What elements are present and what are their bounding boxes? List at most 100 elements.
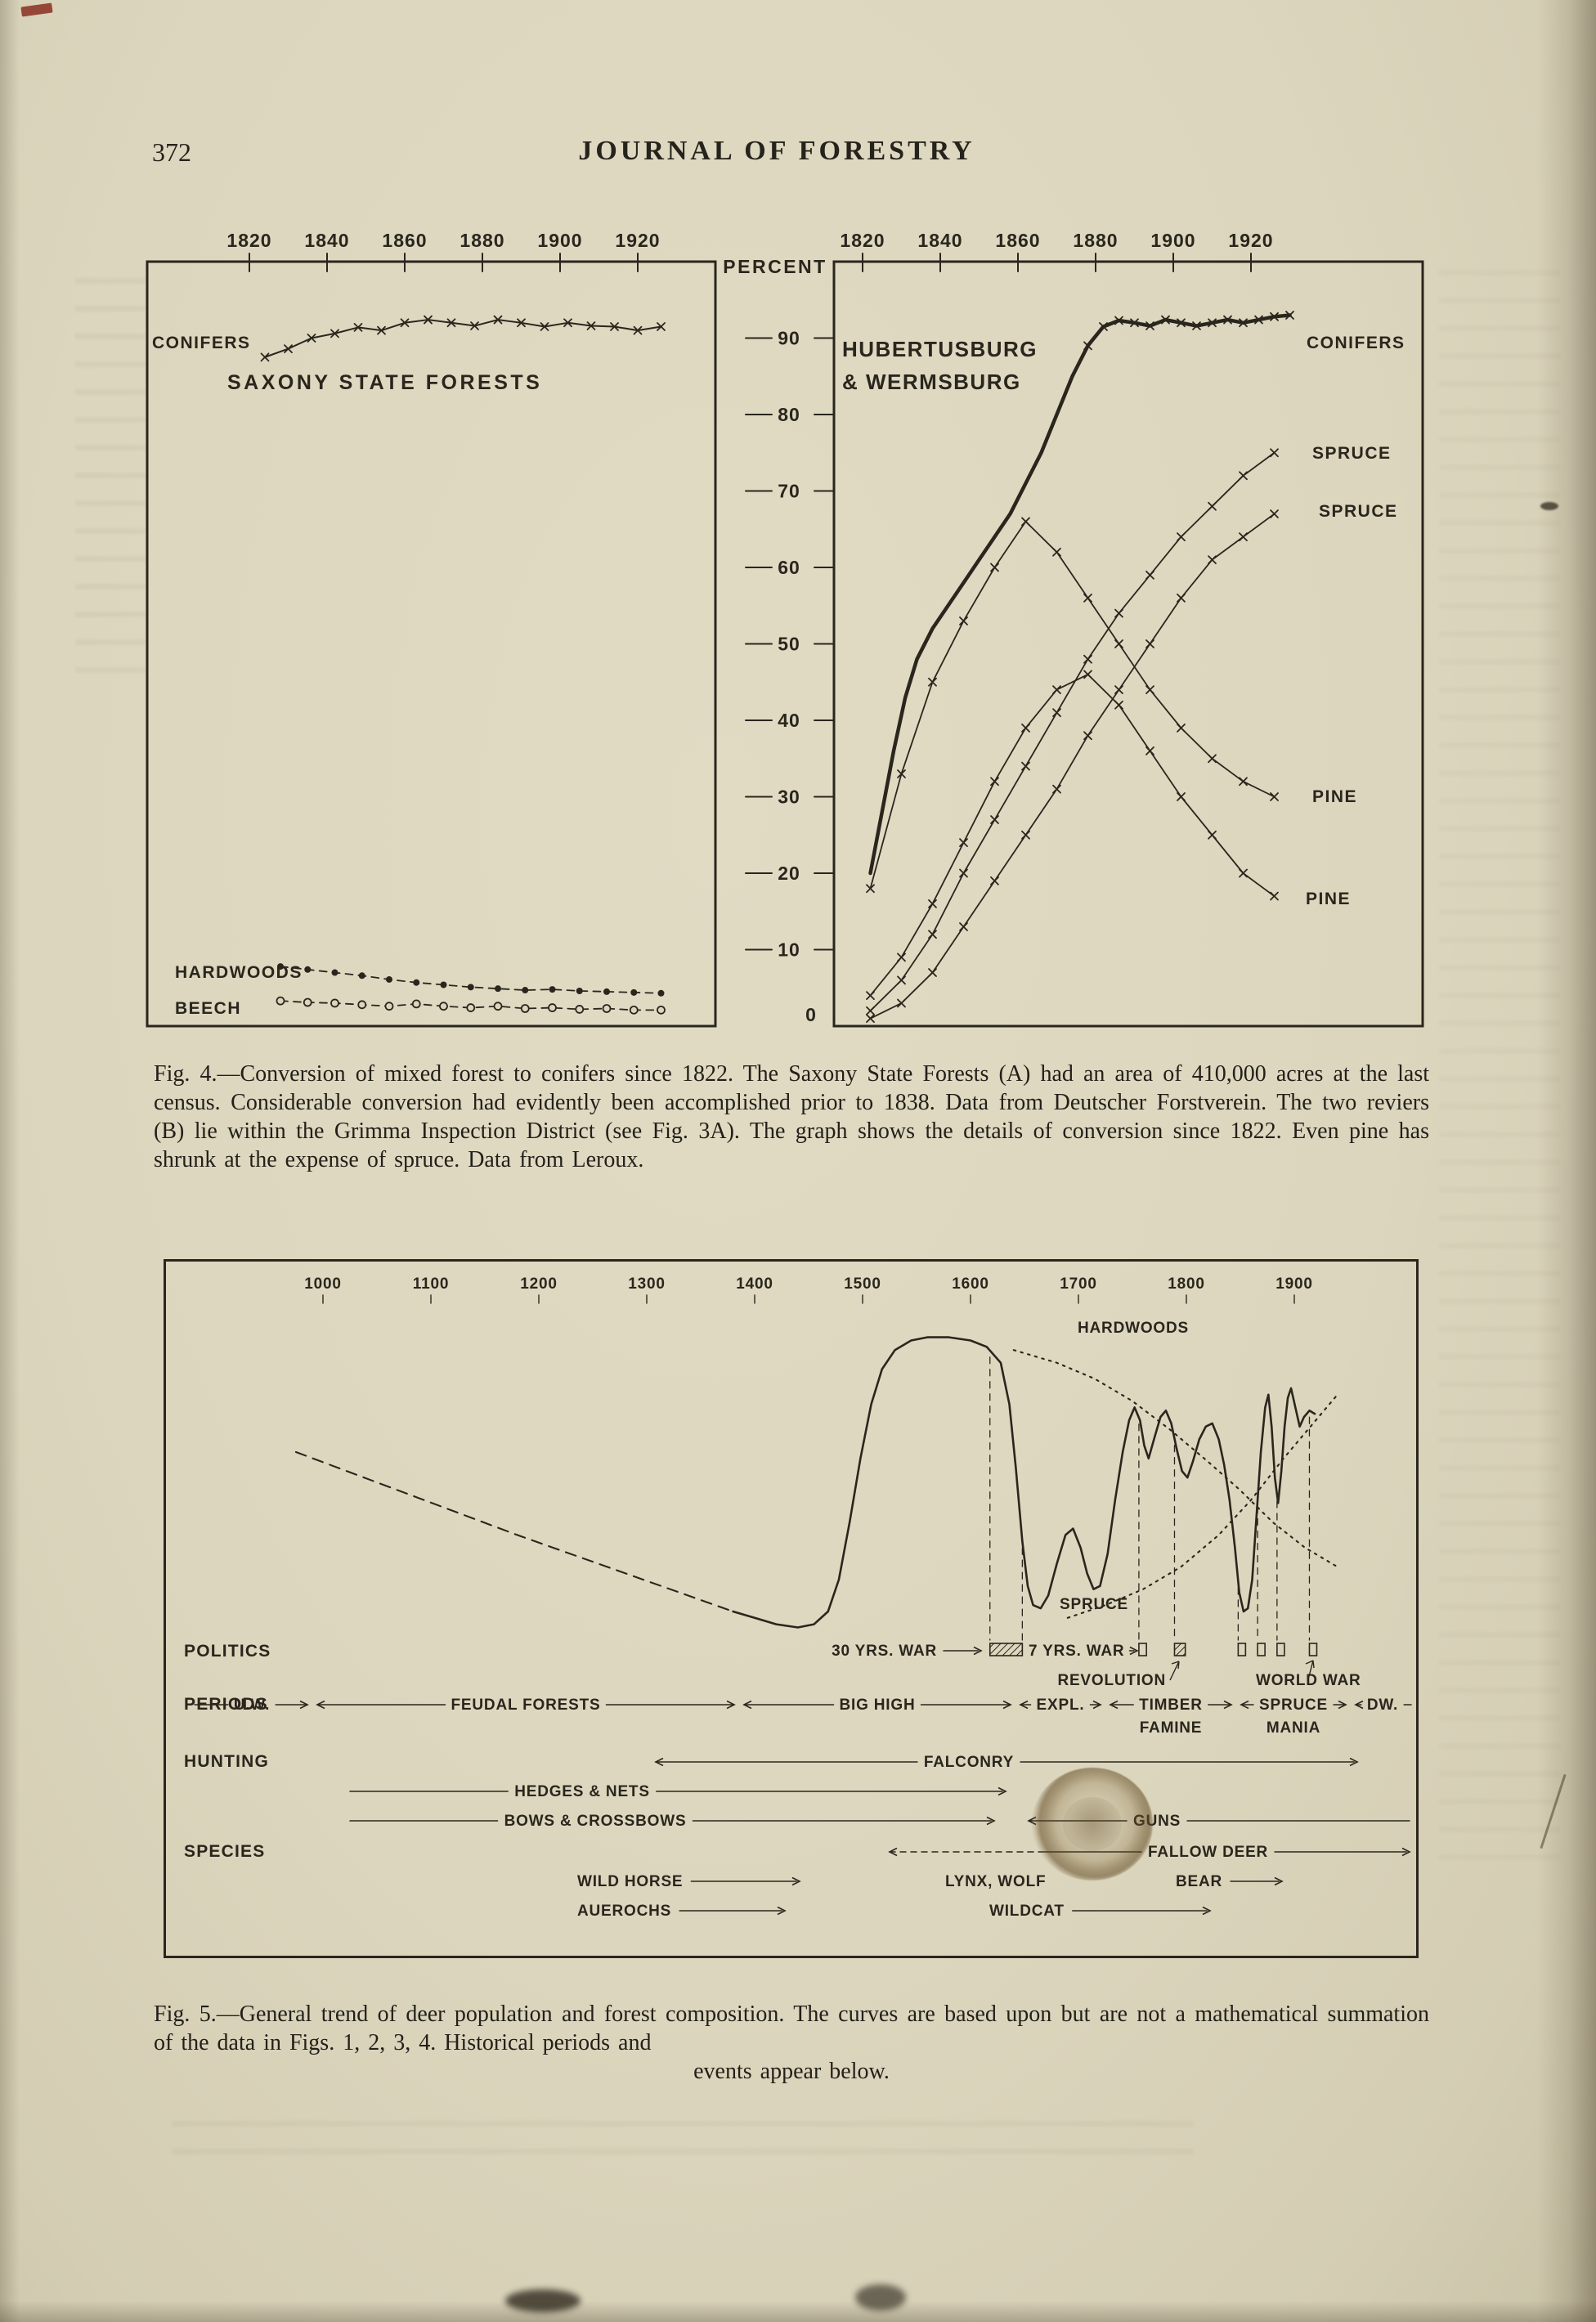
svg-text:POLITICS: POLITICS [184,1642,271,1661]
svg-text:1900: 1900 [537,230,582,251]
svg-text:HARDWOODS: HARDWOODS [175,963,303,982]
svg-text:70: 70 [778,481,800,502]
svg-text:& WERMSBURG: & WERMSBURG [842,370,1021,394]
svg-text:PERCENT: PERCENT [723,256,827,277]
svg-text:1820: 1820 [226,230,271,251]
fig5-deer-trend-diagram: 1000 1100 1200 1300 1400 1500 1600 1700 1800 1900… [164,1259,1419,1958]
svg-text:90: 90 [778,328,800,349]
svg-text:30 YRS. WAR: 30 YRS. WAR [832,1643,937,1660]
series-deer [732,1336,1316,1629]
svg-text:1000: 1000 [304,1275,341,1293]
svg-text:WORLD WAR: WORLD WAR [1256,1672,1361,1689]
page-number: 372 [152,137,191,167]
svg-text:40: 40 [778,710,800,731]
event-box-war [1237,1643,1247,1656]
svg-text:CONIFERS: CONIFERS [1307,334,1405,352]
svg-text:LYNX, WOLF: LYNX, WOLF [945,1873,1046,1890]
coffee-stain [1032,1768,1153,1880]
svg-text:PINE: PINE [1312,787,1357,806]
svg-text:BEECH: BEECH [175,999,241,1018]
ink-speck [1540,502,1558,510]
svg-text:80: 80 [778,404,800,425]
svg-text:HUNTING: HUNTING [184,1752,269,1771]
svg-text:EXPL.: EXPL. [1037,1697,1085,1714]
scan-edge-left [0,0,20,2322]
scan-edge-right [1537,0,1596,2322]
svg-text:1920: 1920 [615,230,660,251]
svg-text:1900: 1900 [1275,1275,1312,1293]
svg-text:HUBERTUSBURG: HUBERTUSBURG [842,337,1038,361]
svg-text:WILD HORSE: WILD HORSE [577,1873,683,1890]
svg-text:FALLOW DEER: FALLOW DEER [1148,1844,1268,1861]
svg-text:1100: 1100 [413,1275,449,1293]
svg-text:1600: 1600 [952,1275,989,1293]
svg-text:7 YRS. WAR: 7 YRS. WAR [1029,1643,1124,1660]
svg-text:WILDCAT: WILDCAT [989,1903,1065,1920]
svg-text:1200: 1200 [520,1275,557,1293]
series-pine_hubertusburg [866,517,1279,894]
svg-text:MANIA: MANIA [1266,1719,1320,1737]
svg-text:BIG HIGH: BIG HIGH [840,1697,916,1714]
event-box-7-yrs-war [1138,1643,1147,1656]
series-hardwoods_trend [1012,1349,1338,1568]
bleedthrough-text-bottom [172,2113,1194,2165]
series-conifers_b [868,311,1294,876]
svg-text:1300: 1300 [628,1275,665,1293]
svg-text:50: 50 [778,634,800,655]
fig4-conversion-charts: 1820 1840 1860 1880 1900 1920 1820 1840 1860 1880… [146,230,1424,1028]
svg-text:1800: 1800 [1168,1275,1204,1293]
svg-text:1860: 1860 [382,230,427,251]
svg-text:0: 0 [805,1004,817,1025]
series-spruce_trend [1066,1393,1338,1619]
journal-title: JOURNAL OF FORESTRY [578,136,975,166]
svg-text:1880: 1880 [1073,230,1118,251]
svg-text:20: 20 [778,863,800,884]
scan-edge-bottom [0,2301,1596,2322]
svg-text:1920: 1920 [1228,230,1273,251]
svg-text:HARDWOODS: HARDWOODS [1078,1320,1189,1337]
svg-text:DW.: DW. [1367,1697,1398,1714]
svg-text:BOWS & CROSSBOWS: BOWS & CROSSBOWS [504,1813,687,1830]
svg-text:SPRUCE: SPRUCE [1312,444,1392,463]
series-spruce_wermsburg [866,509,1279,1024]
fig4-caption: Fig. 4.—Conversion of mixed forest to co… [154,1061,1429,1172]
coffee-stain-core [1063,1797,1122,1851]
series-conifers_a [260,315,666,362]
svg-text:SPRUCE: SPRUCE [1060,1596,1128,1613]
series-pine_wermsburg [866,670,1279,1000]
series-deer_early [294,1450,734,1613]
svg-text:60: 60 [778,557,800,578]
event-box-war [1257,1643,1266,1656]
svg-text:CONIFERS: CONIFERS [152,334,251,352]
svg-text:1400: 1400 [736,1275,773,1293]
svg-text:SPECIES: SPECIES [184,1842,265,1861]
svg-text:1700: 1700 [1060,1275,1096,1293]
svg-text:FALCONRY: FALCONRY [924,1754,1014,1771]
svg-text:FEUDAL FORESTS: FEUDAL FORESTS [451,1697,601,1714]
svg-text:FAMINE: FAMINE [1140,1719,1203,1737]
svg-text:1500: 1500 [844,1275,881,1293]
event-box-war [1276,1643,1285,1656]
svg-text:SAXONY STATE FORESTS: SAXONY STATE FORESTS [227,371,542,394]
svg-text:1860: 1860 [995,230,1040,251]
series-hardwoods [277,963,665,997]
svg-text:TIMBER: TIMBER [1139,1697,1203,1714]
svg-text:1880: 1880 [460,230,504,251]
svg-text:U.W.: U.W. [234,1697,270,1714]
svg-text:HEDGES & NETS: HEDGES & NETS [514,1783,650,1800]
event-box-world-war [1308,1643,1318,1656]
fig5-caption: Fig. 5.—General trend of deer population… [154,2001,1429,2055]
bottom-smudge-2 [855,2284,906,2311]
svg-text:SPRUCE: SPRUCE [1259,1697,1328,1714]
event-box-revolution [1173,1643,1186,1656]
svg-text:1820: 1820 [840,230,885,251]
series-spruce_hubertusburg [866,448,1279,1015]
bottom-smudge [505,2289,581,2312]
scan-ink-mark [20,2,53,17]
svg-text:10: 10 [778,939,800,961]
svg-text:REVOLUTION: REVOLUTION [1057,1672,1166,1689]
svg-text:30: 30 [778,787,800,808]
svg-text:AUEROCHS: AUEROCHS [577,1903,671,1920]
svg-text:SPRUCE: SPRUCE [1319,502,1398,521]
